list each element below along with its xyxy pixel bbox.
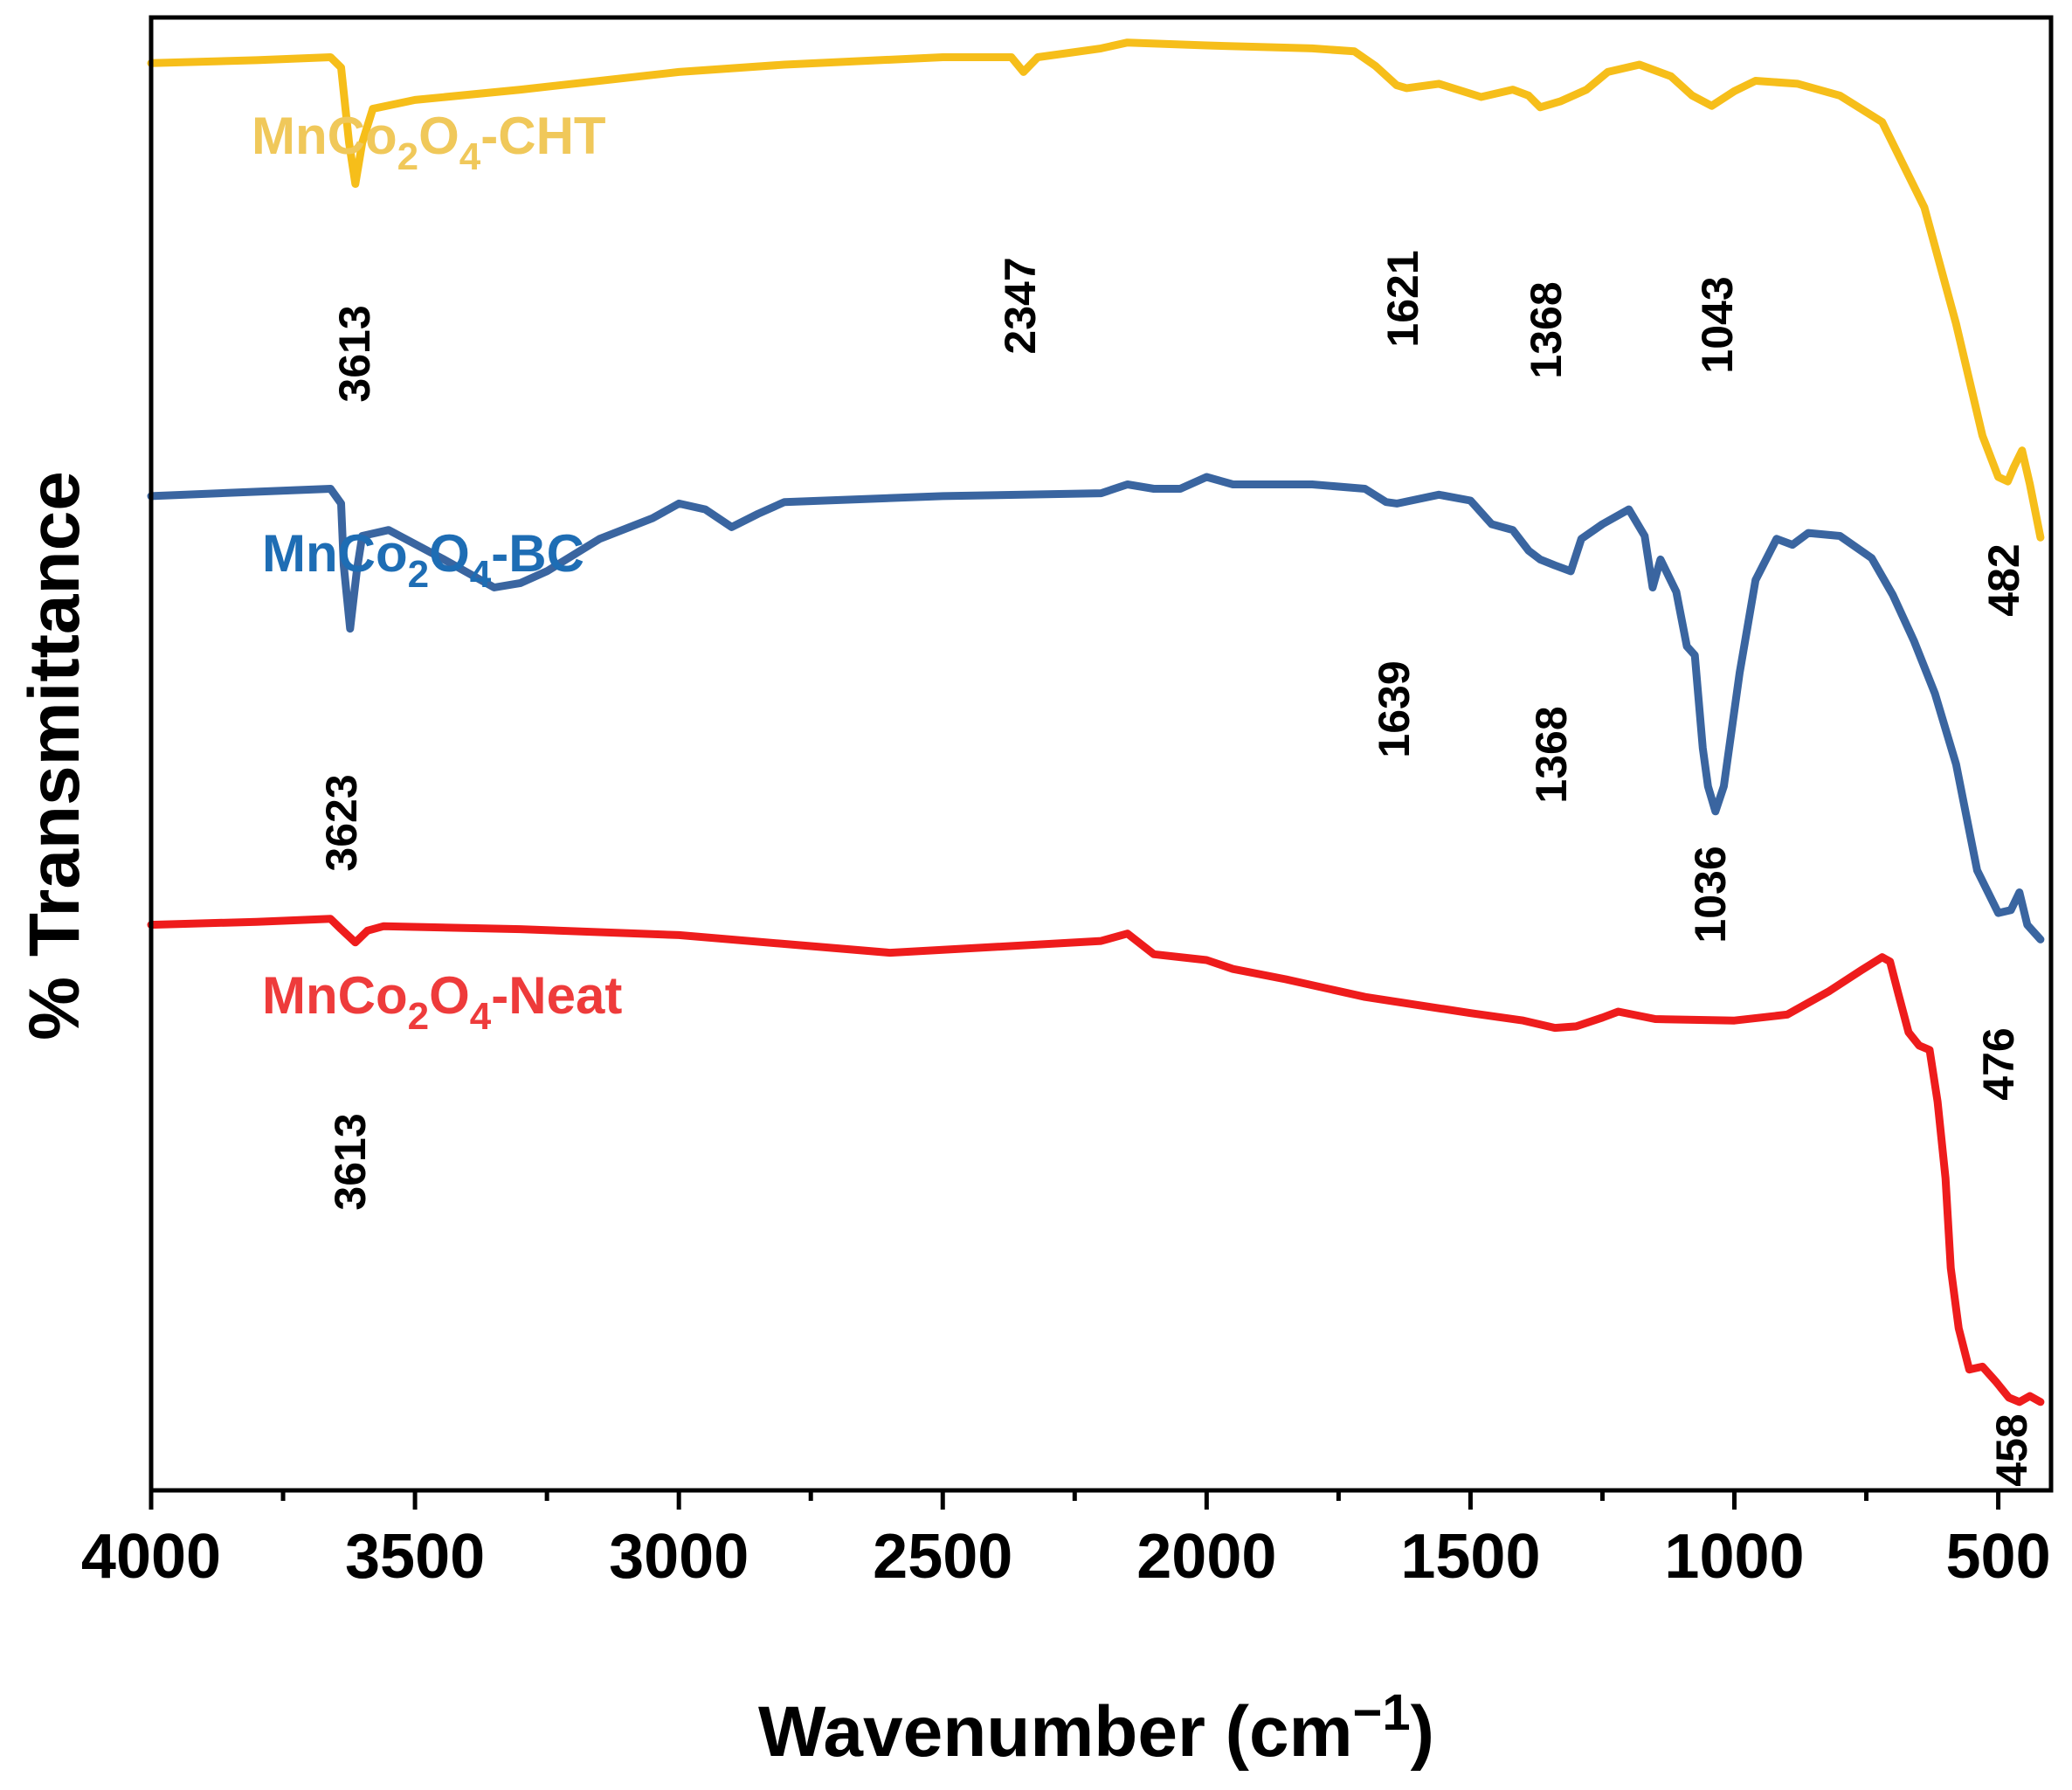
peak-label-bc-1036: 1036 [1686, 846, 1735, 943]
y-axis-title: % Transmittance [15, 471, 94, 1040]
series-line-neat [147, 915, 2045, 1406]
x-axis-title-main: Wavenumber (cm [758, 1692, 1352, 1772]
peak-label-bc-476: 476 [1974, 1027, 2023, 1100]
peak-label-cht-2347: 2347 [996, 257, 1045, 354]
x-tick-label-3000: 3000 [609, 1522, 749, 1592]
x-tick-label-3500: 3500 [345, 1522, 485, 1592]
peak-label-cht-482: 482 [1979, 543, 2028, 616]
peak-label-bc-3623: 3623 [317, 774, 366, 871]
series-label-bc: MnCo2O4-BC [262, 524, 584, 596]
x-tick-label-2000: 2000 [1136, 1522, 1276, 1592]
series-line-cht [147, 38, 2045, 542]
x-axis-ticks [148, 1490, 2001, 1510]
peak-label-bc-1639: 1639 [1370, 660, 1419, 757]
peak-label-neat-458: 458 [1987, 1413, 2036, 1486]
x-tick-label-1500: 1500 [1400, 1522, 1540, 1592]
peak-label-cht-1621: 1621 [1378, 250, 1427, 347]
plot-frame [148, 15, 2054, 1493]
x-tick-label-4000: 4000 [81, 1522, 221, 1592]
series-label-cht: MnCo2O4-CHT [252, 107, 606, 178]
series-lines [147, 38, 2045, 1406]
x-tick-label-2500: 2500 [873, 1522, 1012, 1592]
x-tick-label-500: 500 [1946, 1522, 2051, 1592]
peak-labels: 3613 2347 1621 1368 1043 482 3623 1639 1… [317, 250, 2036, 1486]
peak-label-cht-3613: 3613 [330, 305, 379, 402]
peak-label-cht-1043: 1043 [1693, 276, 1742, 373]
x-axis-title-close: ) [1411, 1692, 1434, 1772]
series-line-bc [147, 473, 2045, 943]
x-tick-label-1000: 1000 [1664, 1522, 1804, 1592]
peak-label-cht-1368: 1368 [1522, 281, 1571, 378]
x-axis-tick-labels: 4000 3500 3000 2500 2000 1500 1000 500 [81, 1522, 2051, 1592]
peak-label-neat-3613: 3613 [326, 1113, 375, 1210]
series-label-neat: MnCo2O4-Neat [262, 966, 622, 1038]
peak-label-bc-1368: 1368 [1527, 706, 1576, 803]
x-axis-title-sup: −1 [1353, 1684, 1411, 1741]
x-axis-title: Wavenumber (cm−1) [758, 1684, 1434, 1772]
